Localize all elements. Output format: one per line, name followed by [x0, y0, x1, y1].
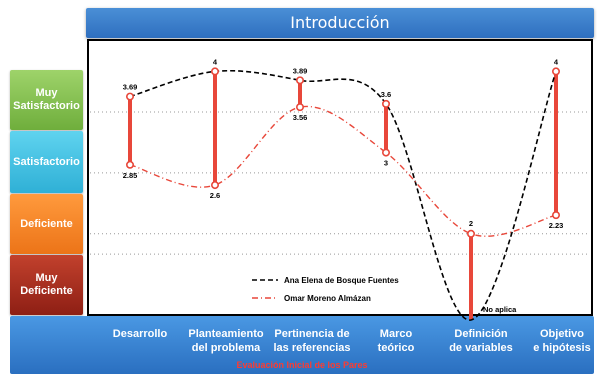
- data-label: 3.89: [293, 66, 308, 75]
- data-point: [551, 67, 560, 76]
- band-label-muy-deficiente: Muy Deficiente: [10, 255, 83, 315]
- x-axis-footer: Desarrollo Planteamiento del problema Pe…: [10, 316, 594, 374]
- x-tick-label: Planteamiento del problema: [188, 328, 264, 354]
- data-label: 3: [384, 159, 388, 168]
- data-label: 2: [469, 219, 473, 228]
- data-label: 3.56: [293, 113, 308, 122]
- data-point: [551, 211, 560, 220]
- data-point: [295, 76, 304, 85]
- x-axis-title: Evaluación Inicial de los Pares: [236, 360, 368, 370]
- band-label-muy-satisfactorio: Muy Satisfactorio: [10, 70, 83, 130]
- data-label: 2.6: [210, 191, 220, 200]
- x-tick-label: Objetivo e hipótesis: [533, 328, 591, 354]
- x-tick-label: Definición de variables: [449, 328, 513, 354]
- x-tick-label: Marco teórico: [377, 328, 415, 354]
- x-tick-label: Pertinencia de las referencias: [273, 328, 351, 354]
- data-label: 3.6: [381, 90, 391, 99]
- data-point: [211, 181, 220, 190]
- data-point: [381, 148, 390, 157]
- data-label: 4: [554, 57, 559, 66]
- plot-area: [87, 39, 593, 316]
- chart-title: Introducción: [290, 13, 390, 32]
- x-tick-label: Desarrollo: [112, 328, 168, 340]
- data-point: [126, 160, 135, 169]
- band-label-satisfactorio: Satisfactorio: [10, 131, 83, 193]
- data-label: No aplica: [483, 305, 517, 314]
- data-point: [211, 67, 220, 76]
- data-point: [381, 99, 390, 108]
- data-label: 3.69: [123, 83, 138, 92]
- chart-title-bar: Introducción: [86, 8, 594, 38]
- data-point: [466, 229, 475, 238]
- data-point: [295, 103, 304, 112]
- data-label: 2.85: [123, 171, 138, 180]
- data-point: [126, 92, 135, 101]
- data-label: 4: [213, 57, 218, 66]
- legend-label-omar: Omar Moreno Almázan: [284, 294, 371, 303]
- data-label: 2.23: [549, 221, 564, 230]
- legend-label-ana: Ana Elena de Bosque Fuentes: [284, 276, 399, 285]
- band-label-deficiente: Deficiente: [10, 194, 83, 254]
